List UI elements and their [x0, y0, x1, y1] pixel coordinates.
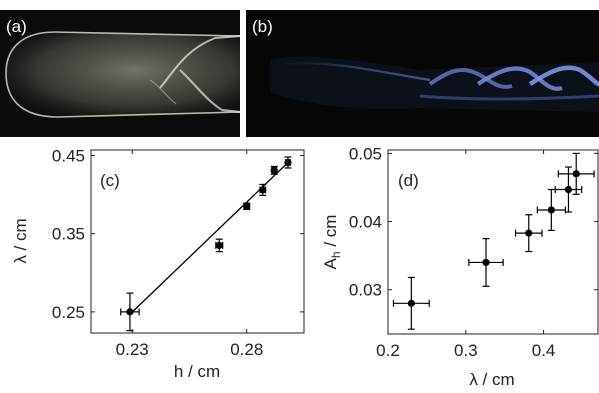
chart-d-x-axis-label: λ / cm: [469, 370, 514, 389]
y-tick-label: 0.03: [349, 281, 382, 300]
data-point: [120, 292, 140, 332]
panel-label-b: (b): [252, 17, 273, 36]
point-marker: [482, 258, 490, 267]
point-marker: [407, 299, 415, 307]
data-point: [270, 165, 278, 175]
point-marker: [564, 185, 573, 194]
chart-d-panel-label: (d): [398, 171, 419, 190]
panel-label-a: (a): [6, 17, 27, 36]
flame-b-upper-edge: [284, 62, 431, 82]
data-point: [259, 183, 267, 196]
data-point: [514, 214, 543, 253]
flame-a-front-lower: [179, 69, 241, 114]
point-marker: [270, 166, 278, 174]
flame-a-wrinkle: [149, 79, 177, 105]
chart-c-frame: [90, 149, 305, 334]
point-marker: [259, 186, 267, 194]
chart-c-y-axis-label: λ / cm: [11, 218, 30, 263]
y-tick-label: 0.05: [349, 144, 382, 163]
chart-d-y-axis-label: Ah / cm: [321, 215, 343, 270]
y-tick-label: 0.25: [52, 303, 85, 322]
point-marker: [243, 202, 251, 210]
chart-d-plot-area: [392, 152, 595, 330]
data-point: [284, 156, 292, 169]
chart-d: 0.2 0.3 0.4 0.03 0.04 0.05 (d) λ / cm Ah / c…: [321, 144, 599, 389]
chart-c-y-axis: 0.25 0.35 0.45: [52, 146, 304, 322]
chart-d-frame: [387, 149, 599, 335]
chart-d-y-label-sub: h: [329, 251, 343, 258]
point-marker: [547, 206, 555, 214]
chart-d-y-label-unit: / cm: [321, 215, 340, 252]
photo-panel-b: (b): [246, 10, 599, 137]
point-marker: [572, 170, 580, 178]
flame-b-base: [419, 94, 599, 101]
data-point: [554, 166, 583, 213]
point-marker: [126, 308, 134, 316]
chart-c-panel-label: (c): [100, 171, 120, 190]
chart-d-y-label-main: A: [321, 257, 340, 269]
chart-c: 0.23 0.28 0.25 0.35 0.45 (c) h / cm λ / cm: [11, 146, 305, 381]
flame-a-envelope: [6, 32, 240, 117]
data-point: [536, 188, 566, 232]
y-tick-label: 0.45: [52, 146, 85, 165]
x-tick-label: 0.23: [116, 340, 149, 359]
flame-a-front-upper: [159, 35, 241, 89]
data-point: [468, 237, 504, 287]
data-point: [557, 152, 595, 195]
chart-d-y-axis: 0.03 0.04 0.05: [349, 144, 598, 300]
x-tick-label: 0.4: [532, 341, 556, 360]
x-tick-label: 0.3: [454, 341, 478, 360]
data-point: [392, 276, 430, 330]
chart-c-plot-area: [120, 156, 292, 332]
fit-line: [129, 162, 289, 315]
flame-a-edge: [5, 31, 241, 118]
point-marker: [525, 229, 533, 237]
flame-b-cell-3: [528, 65, 599, 87]
point-marker: [215, 241, 223, 250]
y-tick-label: 0.04: [349, 213, 382, 232]
x-tick-label: 0.28: [230, 340, 263, 359]
data-point: [243, 202, 251, 211]
chart-c-x-axis-label: h / cm: [174, 362, 220, 381]
x-tick-label: 0.2: [376, 341, 400, 360]
chart-c-x-axis: 0.23 0.28: [116, 150, 263, 359]
flame-b-cell-1: [428, 67, 513, 89]
y-tick-label: 0.35: [52, 225, 85, 244]
flame-b-cell-2: [476, 66, 563, 91]
point-marker: [284, 158, 292, 167]
chart-d-x-axis: 0.2 0.3 0.4: [376, 150, 555, 360]
data-point: [215, 238, 224, 253]
photo-panel-a: (a): [0, 10, 241, 137]
